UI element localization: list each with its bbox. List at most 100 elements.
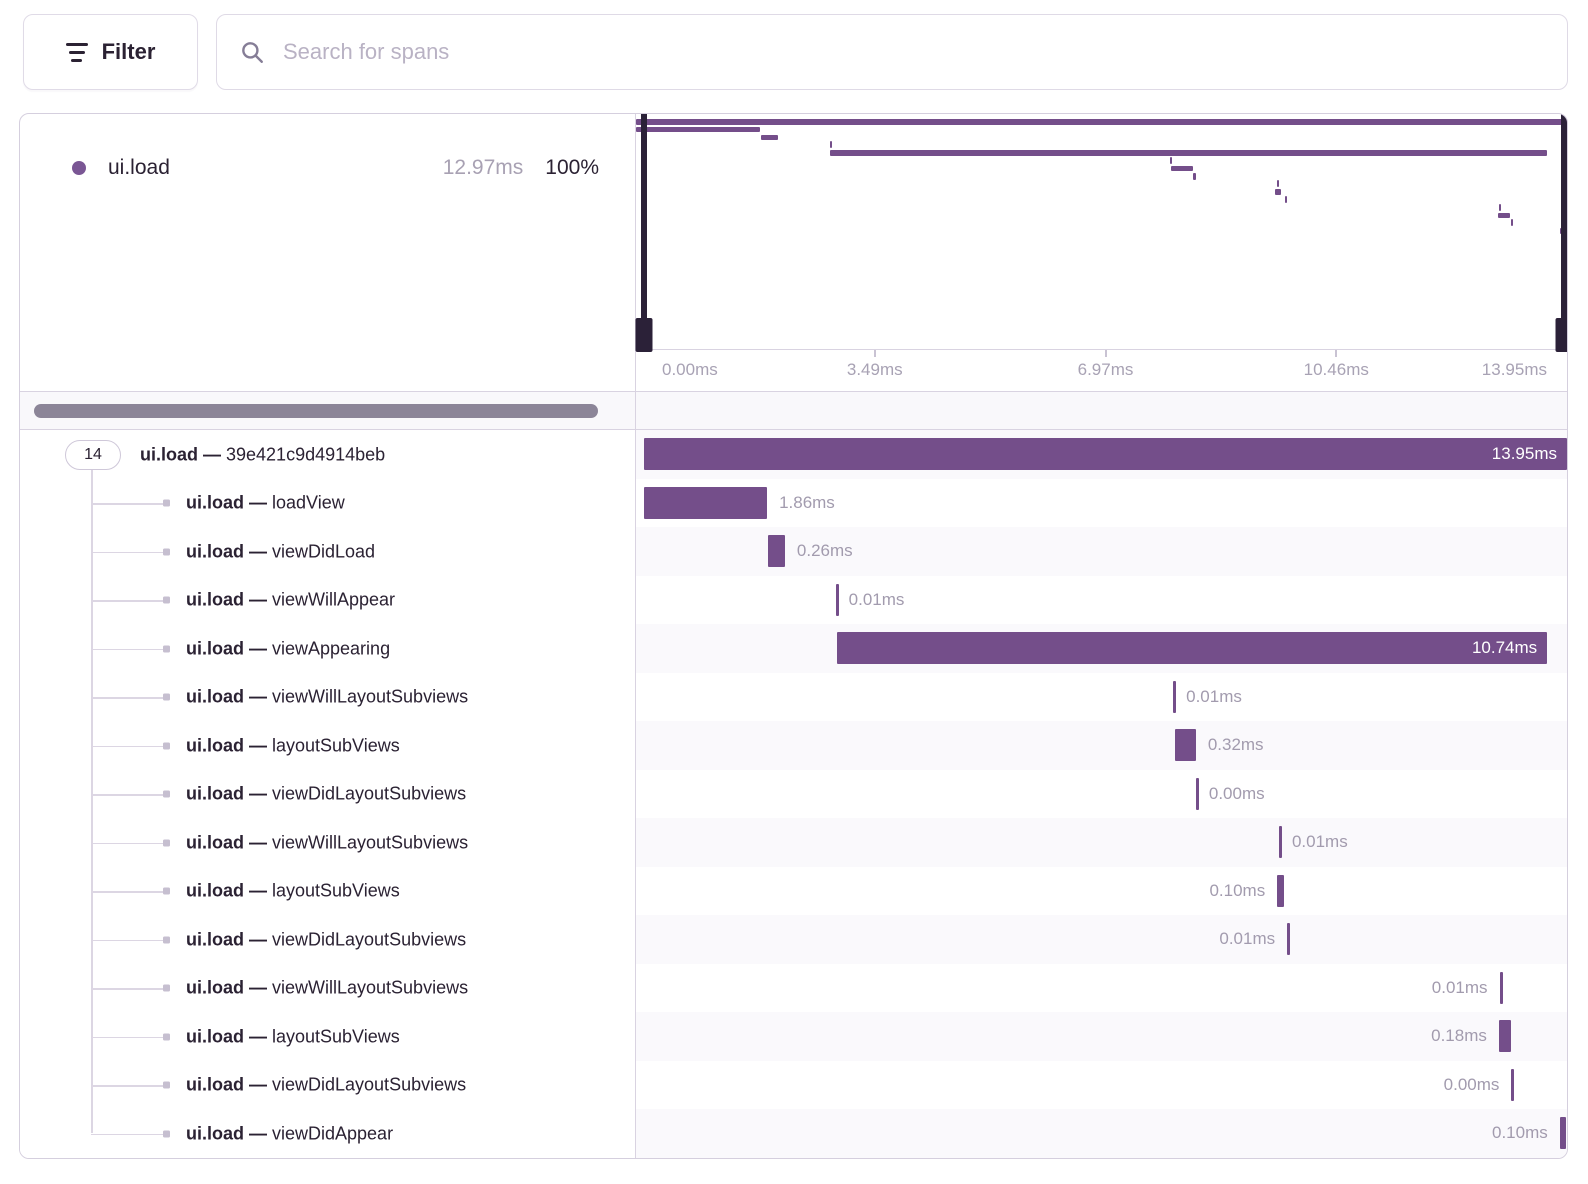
tree-connector-dot xyxy=(163,984,170,992)
minimap-span-bar xyxy=(1193,172,1196,180)
minimap-span-bar xyxy=(830,150,1547,156)
span-count-badge[interactable]: 14 xyxy=(65,439,121,470)
span-tree-cell: ui.load — viewDidLayoutSubviews xyxy=(20,915,635,964)
span-label: ui.load — viewAppearing xyxy=(186,638,391,659)
span-bar[interactable] xyxy=(1174,729,1196,762)
span-bar[interactable] xyxy=(1287,923,1291,956)
minimap-right-handle[interactable] xyxy=(1555,114,1567,352)
span-row[interactable]: ui.load — viewWillLayoutSubviews 0.01ms xyxy=(20,672,1567,722)
span-label: ui.load — viewWillLayoutSubviews xyxy=(186,686,469,707)
span-bar[interactable] xyxy=(1277,874,1284,907)
tree-connector-dot xyxy=(163,742,170,750)
tree-connector-line xyxy=(91,551,164,554)
span-row[interactable]: ui.load — viewDidLoad 0.26ms xyxy=(20,527,1567,576)
span-tree-cell: ui.load — layoutSubViews xyxy=(20,866,635,916)
minimap-left-grip[interactable] xyxy=(635,317,653,352)
span-label: ui.load — layoutSubViews xyxy=(186,1026,400,1047)
tree-connector-line xyxy=(91,1036,164,1039)
span-bar-cell: 0.18ms xyxy=(635,1012,1567,1061)
span-bar-cell: 0.00ms xyxy=(635,1060,1567,1110)
search-box[interactable] xyxy=(216,14,1568,90)
span-label: ui.load — layoutSubViews xyxy=(186,880,400,901)
span-row[interactable]: ui.load — viewWillLayoutSubviews 0.01ms xyxy=(20,963,1567,1013)
minimap-left-handle[interactable] xyxy=(635,114,653,352)
span-bar[interactable] xyxy=(767,535,785,568)
span-rows: 14 ui.load — 39e421c9d4914beb 13.95ms ui.lo… xyxy=(20,430,1567,1158)
filter-button-label: Filter xyxy=(101,39,156,64)
span-bar[interactable] xyxy=(1279,826,1283,859)
span-row[interactable]: 14 ui.load — 39e421c9d4914beb 13.95ms xyxy=(20,430,1567,479)
span-bar-cell: 0.26ms xyxy=(635,527,1567,576)
tree-connector-dot xyxy=(163,693,170,701)
span-row[interactable]: ui.load — layoutSubViews 0.10ms xyxy=(20,866,1567,916)
minimap-right-grip[interactable] xyxy=(1555,317,1567,352)
minimap-span-bar xyxy=(1284,196,1288,203)
filter-icon xyxy=(65,42,88,62)
minimap-span-bar xyxy=(1169,157,1173,164)
span-row[interactable]: ui.load — viewAppearing 10.74ms xyxy=(20,624,1567,673)
span-row[interactable]: ui.load — viewDidLayoutSubviews 0.00ms xyxy=(20,769,1567,819)
span-duration: 0.00ms xyxy=(1443,1074,1500,1094)
axis-tick-label: 0.00ms xyxy=(662,360,718,380)
span-bar[interactable] xyxy=(1498,1020,1511,1053)
tree-scrollbar-thumb[interactable] xyxy=(34,403,598,418)
span-row[interactable]: ui.load — viewWillLayoutSubviews 0.01ms xyxy=(20,818,1567,867)
span-row[interactable]: ui.load — viewDidAppear 0.10ms xyxy=(20,1109,1567,1158)
tree-connector-line xyxy=(91,1085,164,1087)
span-duration: 0.01ms xyxy=(1219,929,1276,949)
span-bar[interactable] xyxy=(836,632,1548,665)
span-duration: 0.01ms xyxy=(1186,686,1242,706)
legend-color-dot xyxy=(72,161,86,175)
span-bar[interactable] xyxy=(1196,777,1200,810)
tree-guide-line xyxy=(91,1109,93,1134)
tree-connector-line xyxy=(91,842,164,845)
span-row[interactable]: ui.load — layoutSubViews 0.32ms xyxy=(20,721,1567,770)
tree-connector-dot xyxy=(163,548,170,556)
span-tree-cell: ui.load — layoutSubViews xyxy=(20,721,635,770)
span-label: ui.load — viewDidLayoutSubviews xyxy=(186,783,467,804)
span-label: ui.load — viewDidAppear xyxy=(186,1123,394,1144)
span-duration: 0.01ms xyxy=(1291,832,1348,852)
span-tree-cell: ui.load — viewWillLayoutSubviews xyxy=(20,672,635,722)
span-bar[interactable] xyxy=(1511,1068,1515,1101)
span-bar[interactable] xyxy=(644,438,1567,471)
span-bar[interactable] xyxy=(1499,971,1503,1004)
span-row[interactable]: ui.load — loadView 1.86ms xyxy=(20,478,1567,528)
tree-connector-dot xyxy=(163,1033,170,1041)
tree-connector-dot xyxy=(163,1130,170,1138)
tree-connector-dot xyxy=(163,839,170,847)
tree-connector-line xyxy=(91,1133,164,1136)
span-row[interactable]: ui.load — layoutSubViews 0.18ms xyxy=(20,1012,1567,1061)
span-tree-cell: ui.load — viewDidLayoutSubviews xyxy=(20,1060,635,1110)
span-duration: 0.01ms xyxy=(1431,977,1488,997)
span-tree-cell: ui.load — viewDidLoad xyxy=(20,527,635,576)
span-bar[interactable] xyxy=(644,486,768,519)
tree-guide-line xyxy=(91,470,93,479)
tree-connector-dot xyxy=(163,645,170,653)
span-bar[interactable] xyxy=(1173,680,1177,713)
search-input[interactable] xyxy=(281,38,1545,66)
span-row[interactable]: ui.load — viewDidLayoutSubviews 0.00ms xyxy=(20,1060,1567,1110)
axis-tick-label: 10.46ms xyxy=(1303,360,1369,380)
span-label: ui.load — viewDidLoad xyxy=(186,541,376,562)
legend-op-name: ui.load xyxy=(108,156,170,179)
toolbar: Filter xyxy=(23,14,1568,90)
span-label: ui.load — 39e421c9d4914beb xyxy=(140,444,386,465)
time-axis: 0.00ms 3.49ms 6.97ms 10.46ms 13.95ms xyxy=(635,348,1567,391)
span-duration: 0.00ms xyxy=(1208,783,1265,803)
span-bar[interactable] xyxy=(1559,1117,1567,1150)
span-bar[interactable] xyxy=(835,583,839,616)
filter-button[interactable]: Filter xyxy=(23,14,198,90)
tree-connector-line xyxy=(91,988,164,990)
span-row[interactable]: ui.load — viewDidLayoutSubviews 0.01ms xyxy=(20,915,1567,964)
span-duration: 0.32ms xyxy=(1207,735,1264,755)
tree-connector-dot xyxy=(163,887,170,895)
trace-minimap[interactable] xyxy=(635,114,1567,352)
axis-tick-mark xyxy=(1104,349,1107,357)
span-bar-cell: 0.01ms xyxy=(635,818,1567,867)
span-duration: 0.10ms xyxy=(1209,880,1266,900)
span-bar-cell: 1.86ms xyxy=(635,478,1567,528)
span-tree-cell: ui.load — viewDidLayoutSubviews xyxy=(20,769,635,819)
span-row[interactable]: ui.load — viewWillAppear 0.01ms xyxy=(20,575,1567,625)
tree-connector-dot xyxy=(163,936,170,944)
